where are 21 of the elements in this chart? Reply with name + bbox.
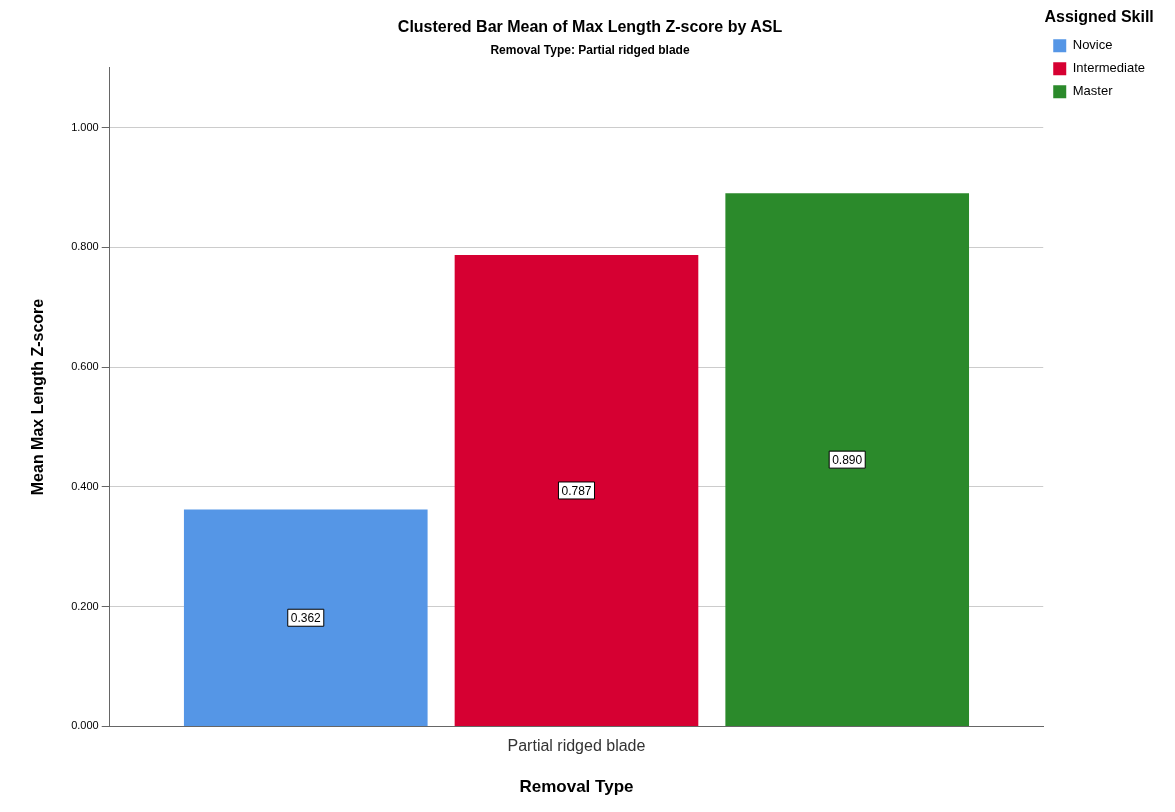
y-tick-label: 0.600 (71, 360, 99, 373)
y-axis-title: Mean Max Length Z-score (29, 298, 47, 496)
y-tick-label: 0.800 (71, 240, 99, 253)
bar (454, 255, 699, 726)
chart-title: Clustered Bar Mean of Max Length Z-score by ASL (397, 18, 783, 36)
bar (725, 193, 970, 726)
x-tick-label: Partial ridged blade (507, 737, 646, 755)
legend-label: Master (1072, 83, 1114, 99)
y-tick-label: 0.000 (71, 719, 99, 732)
data-label: 0.787 (561, 483, 592, 498)
y-tick-label: 0.400 (71, 479, 99, 492)
data-label: 0.362 (290, 611, 322, 626)
legend-label: Intermediate (1072, 60, 1145, 76)
data-label: 0.890 (832, 452, 863, 467)
legend-label: Novice (1072, 37, 1113, 53)
legend-title: Assigned Skill (1044, 8, 1154, 26)
y-tick-label: 1.000 (71, 120, 99, 133)
y-tick-label: 0.200 (71, 599, 99, 612)
chart-subtitle: Removal Type: Partial ridged blade (490, 42, 690, 57)
x-axis-title: Removal Type (519, 777, 634, 797)
bar (183, 509, 428, 726)
